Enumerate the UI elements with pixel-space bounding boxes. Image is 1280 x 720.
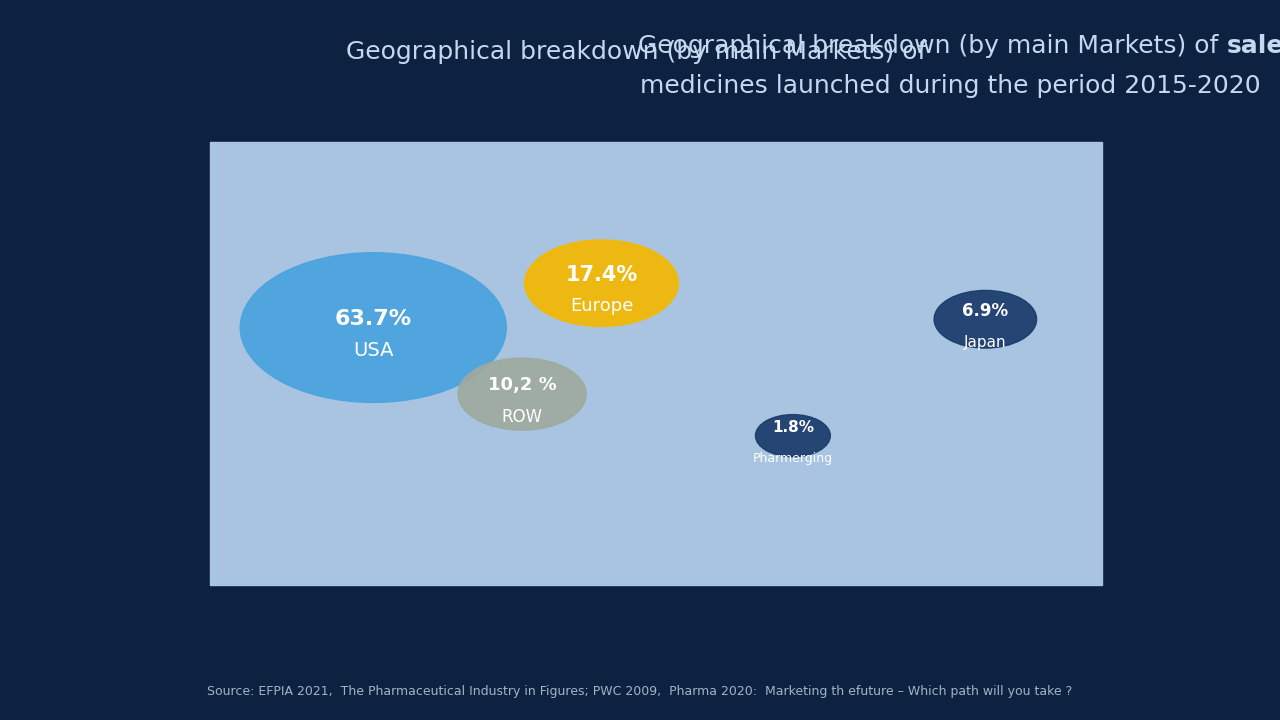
Text: 63.7%: 63.7% (334, 309, 412, 329)
Text: Pharmerging: Pharmerging (753, 452, 833, 465)
Text: Japan: Japan (964, 335, 1006, 350)
Text: Source: EFPIA 2021,  The Pharmaceutical Industry in Figures; PWC 2009,  Pharma 2: Source: EFPIA 2021, The Pharmaceutical I… (207, 685, 1073, 698)
Text: sales: sales (1226, 34, 1280, 58)
Text: 6.9%: 6.9% (963, 302, 1009, 320)
Text: medicines launched during the period 2015-2020: medicines launched during the period 201… (640, 74, 1260, 99)
Text: 10,2 %: 10,2 % (488, 377, 557, 395)
Text: Europe: Europe (570, 297, 634, 315)
Text: 1.8%: 1.8% (772, 420, 814, 435)
Text: 17.4%: 17.4% (566, 264, 637, 284)
Bar (210, 142, 1102, 585)
Text: Geographical breakdown (by main Markets) of: Geographical breakdown (by main Markets)… (639, 34, 1226, 58)
Text: Geographical breakdown (by main Markets) of: Geographical breakdown (by main Markets)… (346, 40, 934, 63)
Text: ROW: ROW (502, 408, 543, 426)
Text: USA: USA (353, 341, 393, 360)
